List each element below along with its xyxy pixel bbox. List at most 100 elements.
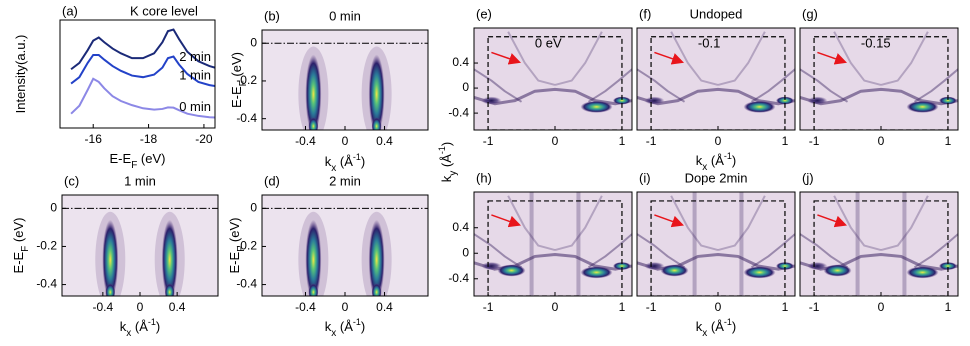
label-part: (Å [439, 154, 454, 171]
series-label: 0 min [179, 99, 211, 114]
intensity-blob [807, 96, 828, 105]
band [670, 195, 719, 252]
x-tick-label: 1 [782, 300, 789, 314]
curve [70, 53, 215, 88]
label-part: ) [361, 319, 365, 334]
heatmap-background [637, 192, 795, 296]
heatmap-background [800, 28, 958, 130]
red-arrow [491, 51, 522, 65]
plot-area [474, 192, 632, 296]
x-tick-label: 0 [878, 300, 885, 314]
heatmap-background [637, 28, 795, 130]
intensity-blob [660, 264, 689, 277]
band [913, 68, 958, 103]
label-part: E-E [229, 86, 244, 108]
label-part: (eV) [137, 151, 165, 166]
intensity-blob [906, 266, 939, 279]
streak [855, 192, 860, 296]
y-axis-label: E-EF (eV) [229, 52, 249, 108]
band [474, 68, 523, 103]
band [637, 87, 795, 106]
red-arrow [654, 51, 685, 65]
plot-area [637, 192, 795, 296]
label-part: y [448, 171, 459, 176]
band [554, 31, 603, 86]
x-axis-label: E-EF (eV) [110, 151, 166, 171]
intensity-blob [612, 96, 631, 105]
dashed-box [650, 36, 786, 130]
intensity-blob [481, 262, 502, 271]
band [717, 31, 766, 86]
x-tick-label: 0.4 [169, 300, 186, 314]
dashed-box [487, 200, 623, 296]
label-part: F [131, 160, 137, 171]
label-part: ) [156, 319, 160, 334]
red-arrow [817, 214, 848, 228]
x-tick-label: 0 [715, 300, 722, 314]
plot-area [800, 192, 958, 296]
y-tick-label: 0 [250, 35, 257, 49]
y-tick-label: 0 [462, 245, 469, 259]
x-tick-label: 0 [878, 134, 885, 148]
x-tick-label: 1 [945, 300, 952, 314]
intensity-blob [743, 266, 776, 279]
dashed-box [487, 36, 623, 130]
axes-frame [636, 27, 796, 131]
label-part: k [696, 153, 703, 168]
y-tick-label: -0.4 [236, 111, 257, 125]
x-tick-label: -20 [195, 132, 213, 146]
streak [739, 192, 744, 296]
label-part: F [236, 246, 247, 252]
x-axis-label: kx (Å-1) [696, 317, 736, 339]
band [670, 31, 719, 86]
y-tick-label: 0 [462, 80, 469, 94]
intensity-blob [305, 219, 322, 296]
plot-area [637, 28, 795, 130]
series-label: 2 min [179, 49, 211, 64]
panel-label: (g) [802, 6, 818, 21]
label-part: x [702, 162, 707, 173]
label-part: (Å [707, 153, 724, 168]
y-tick-label: 0 [250, 201, 257, 215]
intensity-blob [906, 100, 939, 113]
x-tick-label: 0 [137, 300, 144, 314]
x-tick-label: -0.4 [295, 134, 316, 148]
intensity-blob [102, 219, 119, 296]
axes-frame [473, 191, 633, 297]
label-part: ) [439, 142, 454, 146]
intensity-blob [308, 117, 319, 130]
plot-area [800, 28, 958, 130]
label-part: k [696, 319, 703, 334]
axes-frame [799, 191, 959, 297]
annotation: -0.15 [861, 36, 891, 51]
band [750, 68, 795, 103]
label-part: E-E [110, 151, 132, 166]
streak [529, 192, 534, 296]
streak [576, 192, 581, 296]
heatmap-background [474, 28, 632, 130]
plot-area [262, 195, 428, 296]
intensity-blob [775, 96, 794, 105]
label-part: (Å [131, 319, 148, 334]
band [637, 68, 686, 103]
annotation: -0.1 [698, 36, 720, 51]
label-part: E-E [11, 251, 26, 273]
x-tick-label: -1 [646, 300, 657, 314]
x-axis-label: kx (Å-1) [696, 151, 736, 173]
label-part: (eV) [229, 52, 244, 80]
x-tick-label: 0 [552, 300, 559, 314]
intensity-blob [938, 96, 957, 105]
intensity-blob [105, 283, 116, 296]
axes-frame [799, 27, 959, 131]
x-tick-label: -18 [140, 132, 158, 146]
x-tick-label: 0.4 [376, 134, 393, 148]
dashed-box [813, 36, 949, 130]
label-part: -1 [148, 317, 156, 327]
annotation: 0 eV [535, 36, 562, 51]
intensity-blob [371, 117, 382, 130]
label-part: -1 [437, 146, 447, 154]
y-tick-label: 0.4 [452, 220, 469, 234]
intensity-blob [775, 262, 794, 271]
label-part: E-E [227, 251, 242, 273]
